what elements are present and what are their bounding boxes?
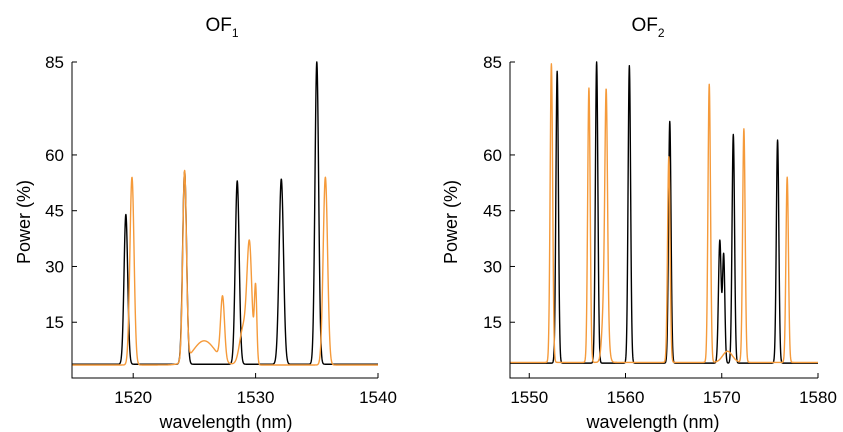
- chart-of1: OF1 Power (%) wavelength (nm) 1530456085…: [14, 15, 397, 432]
- x-tick-label: 1530: [237, 388, 275, 407]
- y-tick-label: 45: [483, 202, 502, 221]
- y-tick-label: 15: [45, 313, 64, 332]
- chart-title: OF1: [205, 15, 238, 40]
- chart-of2: OF2 Power (%) wavelength (nm) 15 30 45 60 85…: [441, 15, 837, 432]
- x-tick-label: 1570: [703, 388, 741, 407]
- y-tick-label: 60: [45, 146, 64, 165]
- y-tick-label: 45: [45, 202, 64, 221]
- series-line-0: [71, 61, 379, 365]
- y-tick-label: 60: [483, 146, 502, 165]
- axes: [71, 62, 378, 379]
- x-axis-label: wavelength (nm): [585, 412, 719, 432]
- series-line-1: [71, 169, 379, 366]
- chart-title: OF2: [631, 15, 664, 40]
- y-tick-label: 30: [45, 257, 64, 276]
- x-tick-label: 1550: [510, 388, 548, 407]
- axes: [509, 62, 818, 379]
- x-axis-label: wavelength (nm): [158, 412, 292, 432]
- x-tick-label: 1520: [114, 388, 152, 407]
- y-tick-label: 15: [483, 313, 502, 332]
- series-line-1: [509, 63, 819, 364]
- x-tick-label: 1560: [607, 388, 645, 407]
- series-line-0: [509, 61, 819, 364]
- x-tick-label: 1540: [359, 388, 397, 407]
- y-tick-label: 85: [483, 53, 502, 72]
- y-tick-label: 85: [45, 53, 64, 72]
- y-axis-label: Power (%): [14, 180, 34, 264]
- y-tick-label: 30: [483, 257, 502, 276]
- y-axis-label: Power (%): [441, 180, 461, 264]
- x-tick-label: 1580: [799, 388, 837, 407]
